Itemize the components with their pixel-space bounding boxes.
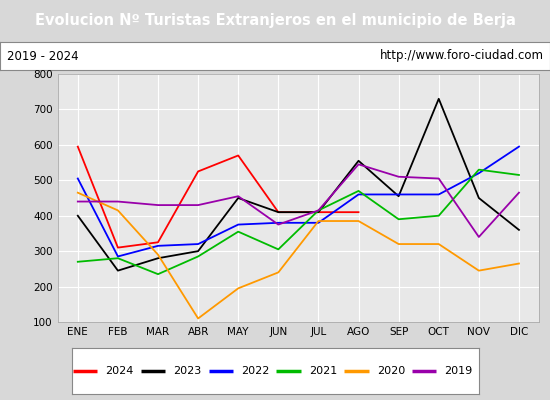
- Text: http://www.foro-ciudad.com: http://www.foro-ciudad.com: [379, 50, 543, 62]
- Text: 2023: 2023: [173, 366, 201, 376]
- Text: 2019 - 2024: 2019 - 2024: [7, 50, 78, 62]
- Text: 2019: 2019: [444, 366, 473, 376]
- Text: Evolucion Nº Turistas Extranjeros en el municipio de Berja: Evolucion Nº Turistas Extranjeros en el …: [35, 14, 515, 28]
- Text: 2022: 2022: [241, 366, 270, 376]
- Text: 2024: 2024: [106, 366, 134, 376]
- Text: 2021: 2021: [309, 366, 337, 376]
- Text: 2020: 2020: [377, 366, 405, 376]
